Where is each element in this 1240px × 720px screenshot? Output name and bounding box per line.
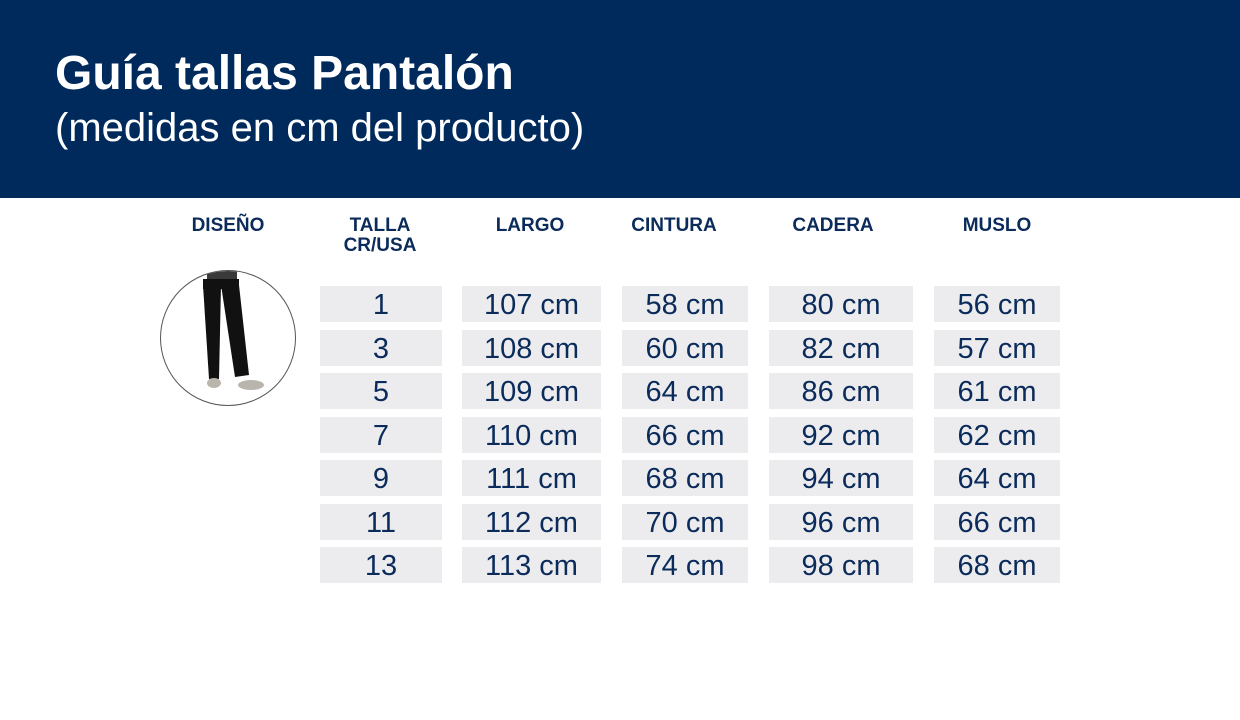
column-header-talla-line2: CR/USA bbox=[343, 235, 417, 256]
cell-talla: 5 bbox=[320, 373, 442, 409]
column-header-muslo: MUSLO bbox=[962, 215, 1032, 236]
cell-muslo: 64 cm bbox=[934, 460, 1060, 496]
cell-cintura: 66 cm bbox=[622, 417, 748, 453]
cell-cintura: 58 cm bbox=[622, 286, 748, 322]
cell-largo: 107 cm bbox=[462, 286, 601, 322]
column-header-cadera: CADERA bbox=[792, 215, 874, 236]
cell-cadera: 86 cm bbox=[769, 373, 913, 409]
cell-cintura: 70 cm bbox=[622, 504, 748, 540]
cell-cintura: 74 cm bbox=[622, 547, 748, 583]
cell-largo: 111 cm bbox=[462, 460, 601, 496]
cell-cadera: 92 cm bbox=[769, 417, 913, 453]
column-header-talla: TALLA CR/USA bbox=[320, 216, 440, 256]
cell-talla: 7 bbox=[320, 417, 442, 453]
header-banner: Guía tallas Pantalón (medidas en cm del … bbox=[0, 0, 1240, 198]
column-header-diseno: DISEÑO bbox=[191, 215, 265, 236]
cell-talla: 9 bbox=[320, 460, 442, 496]
cell-talla: 11 bbox=[320, 504, 442, 540]
cell-muslo: 57 cm bbox=[934, 330, 1060, 366]
cell-talla: 3 bbox=[320, 330, 442, 366]
cell-largo: 112 cm bbox=[462, 504, 601, 540]
cell-muslo: 66 cm bbox=[934, 504, 1060, 540]
cell-cintura: 64 cm bbox=[622, 373, 748, 409]
page-title: Guía tallas Pantalón bbox=[55, 47, 514, 100]
cell-largo: 113 cm bbox=[462, 547, 601, 583]
pants-model-icon bbox=[203, 271, 264, 390]
cell-cadera: 82 cm bbox=[769, 330, 913, 366]
cell-muslo: 56 cm bbox=[934, 286, 1060, 322]
cell-largo: 109 cm bbox=[462, 373, 601, 409]
cell-largo: 108 cm bbox=[462, 330, 601, 366]
column-header-cintura: CINTURA bbox=[631, 215, 717, 236]
column-header-largo: LARGO bbox=[495, 215, 565, 236]
design-photo bbox=[160, 270, 296, 406]
cell-cadera: 80 cm bbox=[769, 286, 913, 322]
cell-muslo: 68 cm bbox=[934, 547, 1060, 583]
cell-cadera: 94 cm bbox=[769, 460, 913, 496]
cell-cintura: 60 cm bbox=[622, 330, 748, 366]
cell-talla: 1 bbox=[320, 286, 442, 322]
cell-cadera: 98 cm bbox=[769, 547, 913, 583]
cell-muslo: 61 cm bbox=[934, 373, 1060, 409]
cell-cintura: 68 cm bbox=[622, 460, 748, 496]
page-subtitle: (medidas en cm del producto) bbox=[55, 106, 585, 150]
cell-largo: 110 cm bbox=[462, 417, 601, 453]
cell-cadera: 96 cm bbox=[769, 504, 913, 540]
cell-muslo: 62 cm bbox=[934, 417, 1060, 453]
cell-talla: 13 bbox=[320, 547, 442, 583]
column-header-talla-line1: TALLA bbox=[349, 215, 411, 236]
